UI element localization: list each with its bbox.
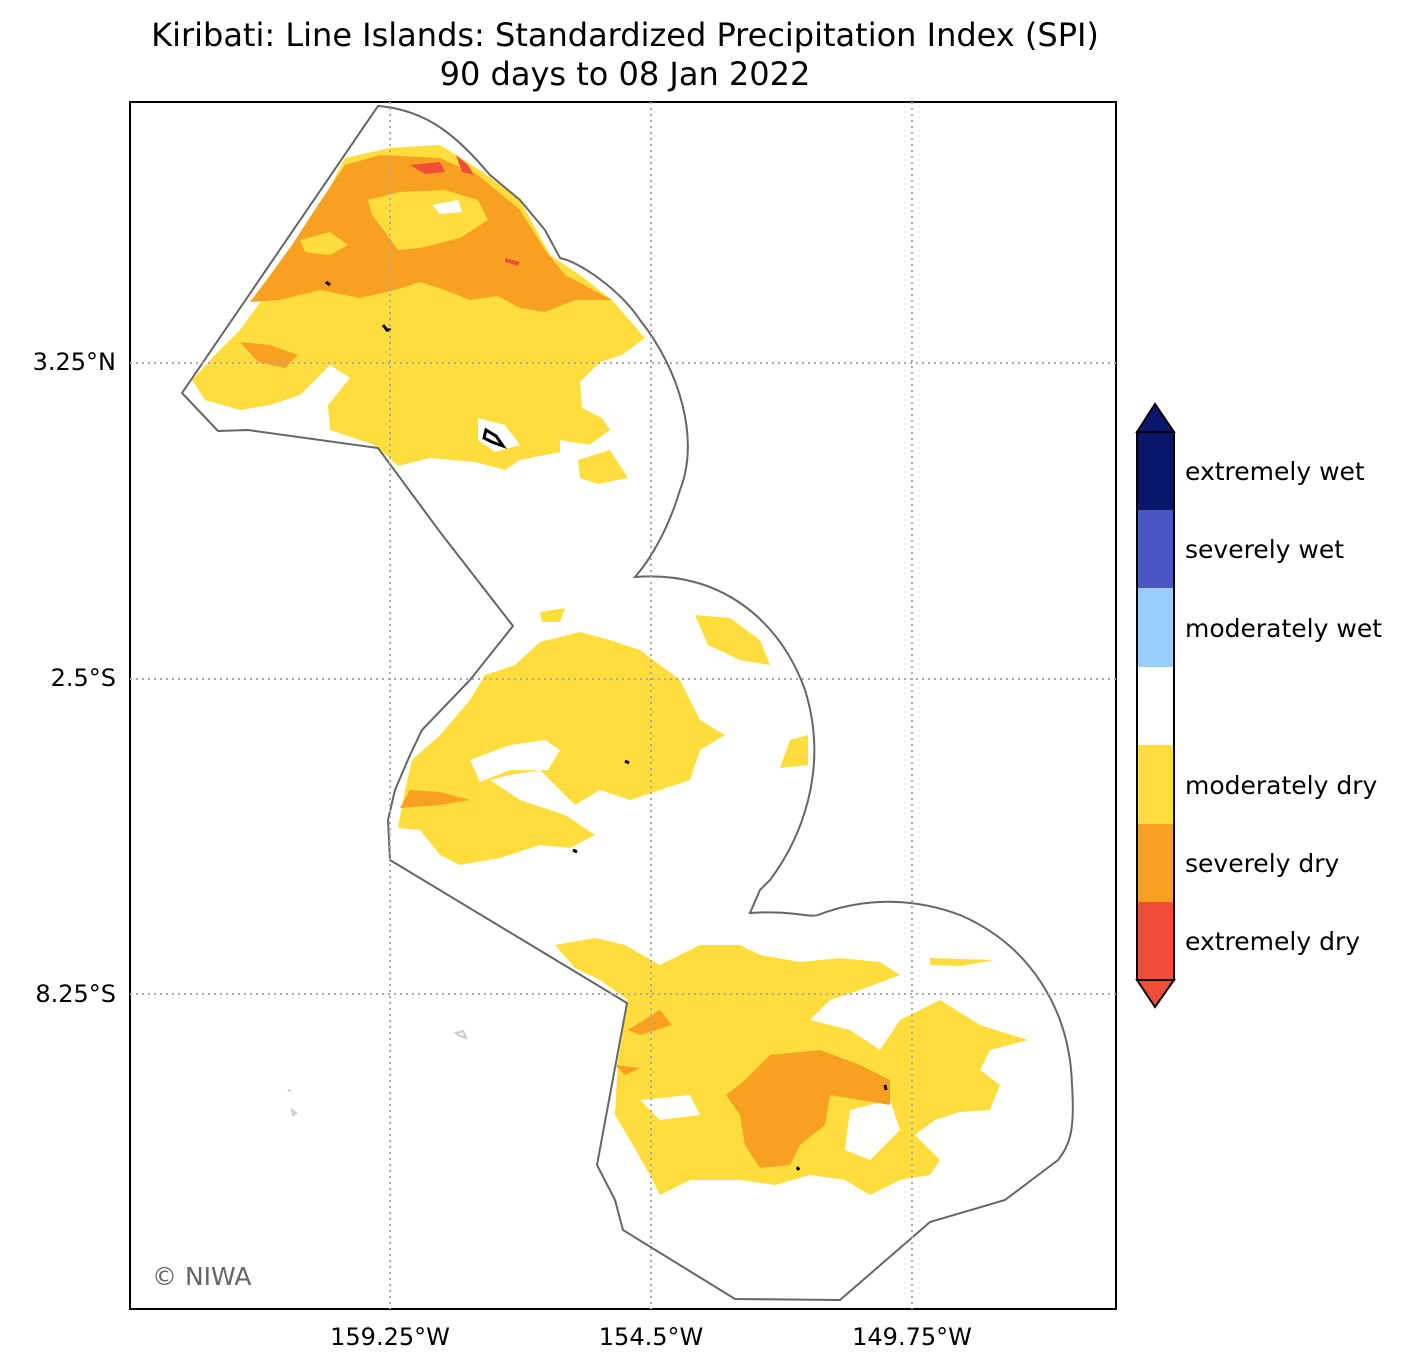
- legend-label-moderately-wet: moderately wet: [1185, 614, 1382, 643]
- graticule: [130, 102, 1116, 1309]
- spi-field-north: [192, 145, 645, 484]
- legend-label-moderately-dry: moderately dry: [1185, 771, 1378, 800]
- x-tick-label: 154.5°W: [598, 1323, 704, 1351]
- legend-label-severely-dry: severely dry: [1185, 849, 1340, 878]
- y-tick-label: 3.25°N: [32, 348, 116, 376]
- colorbar-segment-neutral: [1137, 667, 1174, 745]
- colorbar-lower-triangle: [1135, 979, 1176, 1009]
- map-title: Kiribati: Line Islands: Standardized Pre…: [151, 16, 1099, 54]
- legend-label-severely-wet: severely wet: [1185, 535, 1345, 564]
- colorbar-segment-severely-dry: [1137, 824, 1174, 902]
- colorbar-segment-extremely-dry: [1137, 902, 1174, 980]
- y-tick-label: 8.25°S: [35, 980, 116, 1008]
- colorbar-segment-extremely-wet: [1137, 432, 1174, 510]
- credit-text: © NIWA: [152, 1262, 252, 1291]
- x-tick-label: 149.75°W: [852, 1323, 972, 1351]
- spi-field-central: [398, 608, 808, 865]
- y-tick-label: 2.5°S: [50, 664, 116, 692]
- eez-boundary: [180, 104, 1074, 1302]
- x-tick-label: 159.25°W: [330, 1323, 450, 1351]
- map-subtitle: 90 days to 08 Jan 2022: [439, 55, 811, 93]
- spi-field-south: [555, 938, 1028, 1195]
- colorbar-segment-moderately-wet: [1137, 588, 1174, 667]
- colorbar: [1135, 402, 1176, 1009]
- colorbar-segment-moderately-dry: [1137, 745, 1174, 824]
- distant-island-outlines: [287, 1029, 468, 1117]
- island-outlines: [325, 280, 888, 1171]
- colorbar-segment-severely-wet: [1137, 510, 1174, 588]
- legend-label-extremely-wet: extremely wet: [1185, 457, 1365, 486]
- colorbar-upper-triangle: [1135, 402, 1176, 433]
- legend-label-extremely-dry: extremely dry: [1185, 927, 1361, 956]
